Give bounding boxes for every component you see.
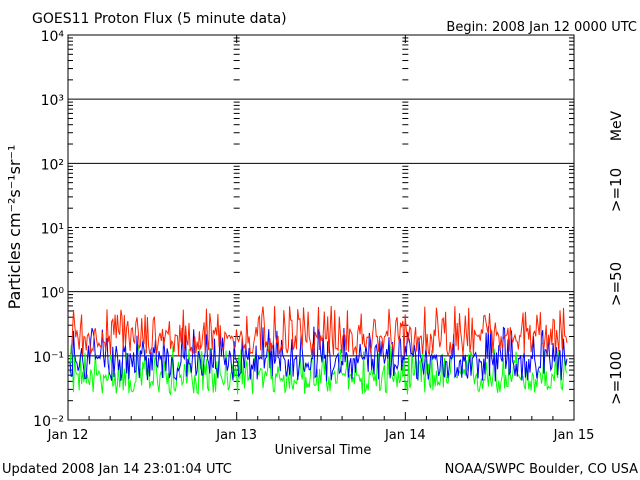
horizontal-gridlines (68, 98, 574, 357)
unit-label: MeV (609, 110, 625, 141)
x-axis-label: Universal Time (275, 443, 372, 458)
legend-item-ge50: >=50 (607, 262, 625, 306)
y-axis-label: Particles cm⁻²s⁻¹sr⁻¹ (5, 145, 24, 310)
x-tick-label: Jan 12 (47, 428, 89, 443)
x-tick-label: Jan 15 (553, 428, 595, 443)
x-tick-label: Jan 13 (215, 428, 257, 443)
plot-frame (67, 34, 575, 421)
chart-title: GOES11 Proton Flux (5 minute data) (32, 11, 287, 27)
y-tick-label: 10⁻² (33, 414, 64, 430)
legend-item-ge10: >=10 (607, 168, 625, 212)
legend-item-ge100: >=100 (607, 351, 625, 405)
y-tick-label: 10¹ (41, 222, 64, 238)
series-line-ge10 (69, 305, 568, 357)
updated-timestamp: Updated 2008 Jan 14 23:01:04 UTC (2, 462, 232, 477)
series-line-ge50 (69, 325, 568, 382)
x-tick-labels: Jan 12 Jan 13 Jan 14 Jan 15 (47, 428, 595, 443)
y-tick-label: 10⁻¹ (33, 350, 64, 366)
y-tick-label: 10⁴ (41, 29, 65, 45)
y-tick-labels: 10⁻² 10⁻¹ 10⁰ 10¹ 10² 10³ 10⁴ (33, 29, 64, 430)
x-tick-label: Jan 14 (384, 428, 426, 443)
y-tick-label: 10³ (41, 93, 64, 109)
credit-text: NOAA/SWPC Boulder, CO USA (445, 462, 638, 477)
series-line-ge100 (69, 344, 568, 396)
begin-date: Begin: 2008 Jan 12 0000 UTC (446, 20, 637, 35)
y-tick-label: 10⁰ (41, 286, 65, 302)
y-tick-label: 10² (41, 157, 64, 173)
data-series (69, 305, 568, 396)
